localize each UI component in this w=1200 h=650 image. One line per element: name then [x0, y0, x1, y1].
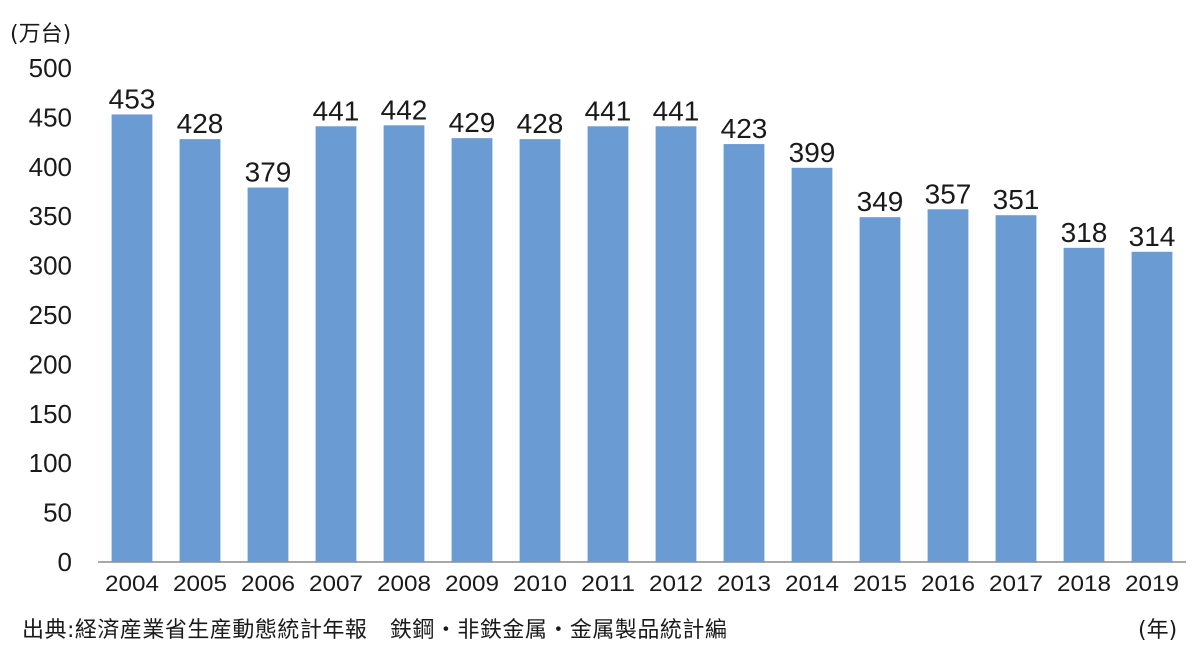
bar-2012 — [655, 126, 697, 563]
bar-2015 — [859, 217, 901, 563]
y-tick-label-150: 150 — [29, 399, 72, 429]
x-tick-label-2015: 2015 — [853, 571, 907, 596]
bar-2013 — [723, 144, 765, 563]
x-tick-label-2007: 2007 — [309, 571, 363, 596]
chart-bars — [111, 114, 1173, 563]
value-label-2014: 399 — [789, 137, 836, 168]
bar-2011 — [587, 126, 629, 563]
x-tick-label-2018: 2018 — [1057, 571, 1111, 596]
x-tick-label-2013: 2013 — [717, 571, 771, 596]
y-tick-label-400: 400 — [29, 152, 72, 182]
source-note: 出典:経済産業省生産動態統計年報 鉄鋼・非鉄金属・金属製品統計編 — [22, 618, 728, 643]
value-label-2019: 314 — [1129, 221, 1176, 252]
bar-2007 — [315, 126, 357, 563]
value-label-2010: 428 — [517, 108, 564, 139]
value-label-2004: 453 — [109, 83, 156, 114]
y-tick-label-450: 450 — [29, 102, 72, 132]
x-tick-label-2008: 2008 — [377, 571, 431, 596]
x-tick-label-2009: 2009 — [445, 571, 499, 596]
value-label-2013: 423 — [721, 113, 768, 144]
x-axis-unit: (年) — [1138, 618, 1178, 643]
value-label-2009: 429 — [449, 107, 496, 138]
x-tick-label-2014: 2014 — [785, 571, 839, 596]
value-label-2012: 441 — [653, 95, 700, 126]
value-label-2016: 357 — [925, 178, 972, 209]
y-tick-label-500: 500 — [29, 53, 72, 83]
bar-2004 — [111, 114, 153, 562]
value-label-2006: 379 — [245, 157, 292, 188]
value-label-2007: 441 — [313, 95, 360, 126]
value-label-2018: 318 — [1061, 217, 1108, 248]
y-tick-label-50: 50 — [43, 498, 72, 528]
value-label-2011: 441 — [585, 95, 632, 126]
bar-2014 — [791, 167, 833, 562]
x-tick-label-2004: 2004 — [105, 571, 159, 596]
bar-2008 — [383, 125, 425, 562]
x-tick-label-2019: 2019 — [1125, 571, 1179, 596]
x-tick-label-2017: 2017 — [989, 571, 1043, 596]
x-tick-label-2011: 2011 — [581, 571, 635, 596]
y-tick-label-0: 0 — [58, 547, 72, 577]
y-tick-label-200: 200 — [29, 349, 72, 379]
x-tick-label-2006: 2006 — [241, 571, 295, 596]
y-tick-label-300: 300 — [29, 251, 72, 281]
bar-2010 — [519, 139, 561, 563]
bar-2019 — [1131, 251, 1173, 562]
x-tick-label-2012: 2012 — [649, 571, 703, 596]
x-tick-label-2016: 2016 — [921, 571, 975, 596]
bar-2017 — [995, 215, 1037, 562]
y-tick-label-250: 250 — [29, 300, 72, 330]
value-label-2005: 428 — [177, 108, 224, 139]
y-axis-unit: (万台) — [10, 22, 72, 47]
chart-y-tick-labels: 0 50 100 150 200 250 300 350 400 450 500 — [29, 53, 72, 577]
bar-2009 — [451, 138, 493, 562]
chart-x-tick-labels: 2004 2005 2006 2007 2008 2009 2010 2011 2012 2013… — [105, 571, 1179, 596]
value-label-2017: 351 — [993, 184, 1040, 215]
x-tick-label-2010: 2010 — [513, 571, 567, 596]
chart-value-labels: 453 428 379 441 442 429 428 441 441 423 399 349 357 3… — [109, 83, 1176, 251]
bar-2006 — [247, 187, 289, 562]
y-tick-label-350: 350 — [29, 201, 72, 231]
bar-2018 — [1063, 247, 1105, 563]
x-tick-label-2005: 2005 — [173, 571, 227, 596]
value-label-2015: 349 — [857, 186, 904, 217]
y-tick-label-100: 100 — [29, 448, 72, 478]
value-label-2008: 442 — [381, 94, 428, 125]
bar-2016 — [927, 209, 969, 562]
bar-2005 — [179, 139, 221, 563]
